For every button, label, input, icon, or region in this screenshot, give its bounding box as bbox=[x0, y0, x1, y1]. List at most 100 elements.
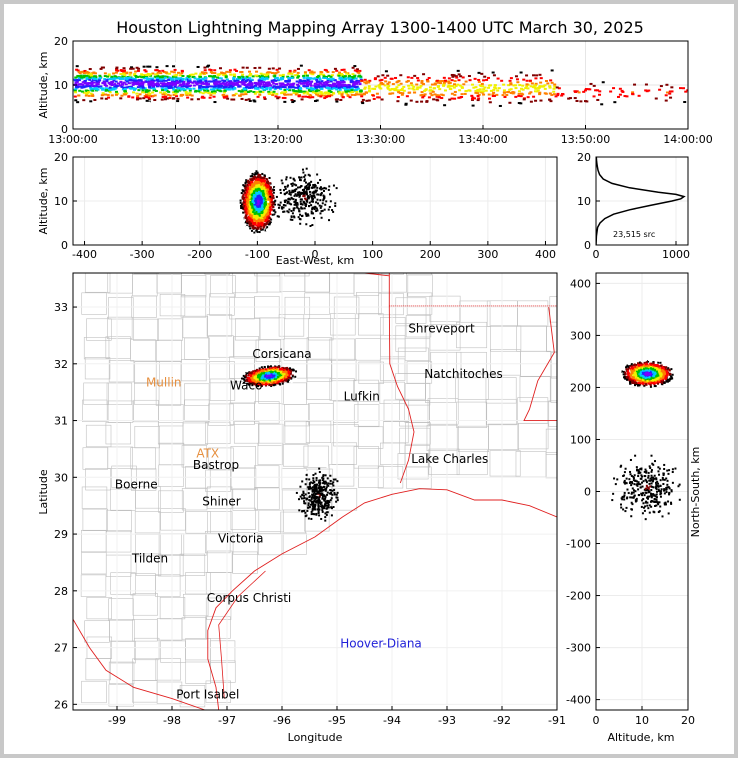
source-point bbox=[364, 91, 368, 94]
source-point bbox=[248, 183, 251, 186]
source-point bbox=[684, 90, 688, 93]
source-point bbox=[218, 89, 222, 92]
source-point bbox=[344, 78, 348, 81]
source-point bbox=[306, 78, 310, 81]
source-point bbox=[147, 96, 151, 99]
source-point bbox=[250, 199, 253, 202]
source-point bbox=[440, 93, 444, 96]
source-point bbox=[353, 74, 357, 77]
source-point bbox=[200, 71, 204, 74]
source-point bbox=[388, 89, 392, 92]
source-point bbox=[272, 206, 275, 209]
source-point bbox=[324, 95, 328, 98]
source-point bbox=[303, 72, 307, 75]
source-point bbox=[266, 226, 269, 229]
source-point bbox=[302, 171, 305, 174]
source-point bbox=[460, 86, 464, 89]
source-point bbox=[262, 185, 265, 188]
source-point bbox=[136, 86, 140, 89]
source-point bbox=[359, 76, 363, 79]
source-point bbox=[480, 72, 484, 75]
source-point bbox=[254, 195, 257, 198]
source-point bbox=[553, 83, 557, 86]
source-point bbox=[452, 86, 456, 89]
source-point bbox=[119, 81, 123, 84]
source-point bbox=[132, 91, 136, 94]
source-point bbox=[283, 93, 287, 96]
source-point bbox=[173, 74, 177, 77]
source-point bbox=[496, 77, 500, 80]
source-point bbox=[307, 83, 311, 86]
source-point bbox=[664, 99, 668, 102]
source-point bbox=[316, 193, 319, 196]
source-point bbox=[181, 82, 185, 85]
source-point bbox=[258, 84, 262, 87]
source-point bbox=[323, 208, 326, 211]
source-point bbox=[340, 93, 344, 96]
source-point bbox=[123, 88, 127, 91]
source-point bbox=[252, 90, 256, 93]
source-point bbox=[450, 97, 454, 100]
source-point bbox=[409, 82, 413, 85]
source-point bbox=[273, 182, 276, 185]
source-point bbox=[483, 75, 487, 78]
source-point bbox=[258, 215, 261, 218]
source-point bbox=[268, 190, 271, 193]
source-point bbox=[190, 73, 194, 76]
source-point bbox=[240, 216, 243, 219]
source-point bbox=[430, 89, 434, 92]
source-point bbox=[272, 82, 276, 85]
source-point bbox=[103, 82, 107, 85]
source-point bbox=[346, 84, 350, 87]
source-point bbox=[293, 203, 296, 206]
source-point bbox=[255, 217, 258, 220]
source-point bbox=[322, 73, 326, 76]
source-point bbox=[174, 89, 178, 92]
source-point bbox=[129, 78, 133, 81]
source-point bbox=[183, 88, 187, 91]
source-point bbox=[266, 181, 269, 184]
source-point bbox=[132, 74, 136, 77]
source-point bbox=[262, 187, 265, 190]
source-point bbox=[247, 211, 250, 214]
source-point bbox=[237, 89, 241, 92]
source-point bbox=[473, 77, 477, 80]
source-point bbox=[387, 85, 391, 88]
source-point bbox=[273, 188, 276, 191]
source-point bbox=[174, 76, 178, 79]
source-point bbox=[492, 74, 496, 77]
source-point bbox=[265, 87, 269, 90]
source-point bbox=[481, 85, 485, 88]
source-point bbox=[128, 73, 132, 76]
source-point bbox=[379, 87, 383, 90]
source-point bbox=[132, 82, 136, 85]
source-point bbox=[295, 204, 298, 207]
source-point bbox=[258, 66, 262, 69]
source-point bbox=[213, 90, 217, 93]
source-point bbox=[221, 82, 225, 85]
source-point bbox=[338, 71, 342, 74]
source-point bbox=[244, 211, 247, 214]
source-point bbox=[141, 86, 145, 89]
source-point bbox=[525, 85, 529, 88]
source-point bbox=[243, 81, 247, 84]
source-point bbox=[288, 102, 292, 105]
source-point bbox=[359, 75, 363, 78]
source-point bbox=[257, 187, 260, 190]
source-point bbox=[353, 69, 357, 72]
source-point bbox=[435, 98, 439, 101]
source-point bbox=[294, 93, 298, 96]
source-point bbox=[74, 91, 78, 94]
source-point bbox=[296, 83, 300, 86]
source-point bbox=[229, 85, 233, 88]
source-point bbox=[491, 71, 495, 74]
source-point bbox=[76, 74, 80, 77]
source-point bbox=[265, 233, 268, 236]
source-point bbox=[266, 180, 269, 183]
source-point bbox=[668, 92, 672, 95]
source-point bbox=[263, 225, 266, 228]
source-point bbox=[268, 220, 271, 223]
source-point bbox=[332, 82, 336, 85]
source-point bbox=[201, 87, 205, 90]
source-point bbox=[538, 73, 542, 76]
